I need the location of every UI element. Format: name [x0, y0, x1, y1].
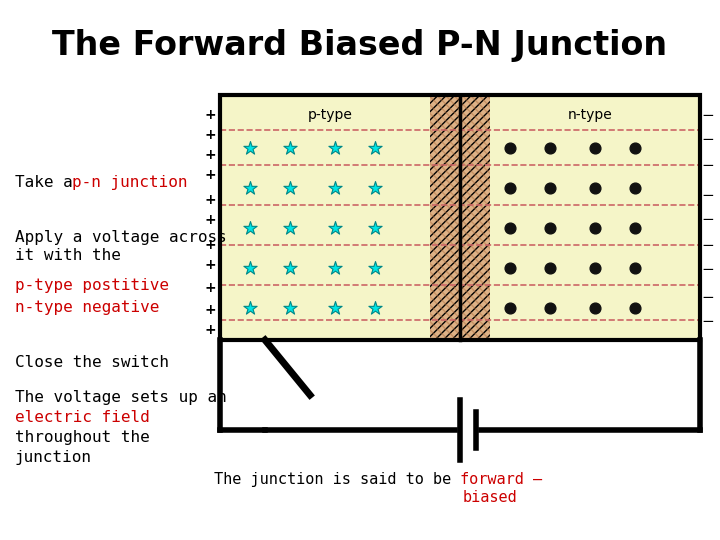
Text: p-type postitive: p-type postitive [15, 278, 169, 293]
Text: The junction is said to be: The junction is said to be [214, 472, 460, 487]
Point [504, 184, 516, 192]
Point [544, 224, 556, 232]
Text: −: − [701, 107, 714, 123]
Point [504, 144, 516, 152]
Text: −: − [701, 158, 714, 172]
Point [284, 264, 296, 272]
Point [544, 184, 556, 192]
Text: +: + [204, 238, 216, 252]
Text: −: − [701, 213, 714, 227]
Point [589, 264, 600, 272]
Point [629, 144, 641, 152]
Point [244, 184, 256, 192]
Bar [470, 95, 700, 340]
Text: forward –: forward – [460, 472, 542, 487]
Text: −: − [701, 291, 714, 306]
Point [244, 144, 256, 152]
Point [329, 264, 341, 272]
Point [544, 144, 556, 152]
Point [284, 184, 296, 192]
Text: p-n junction: p-n junction [72, 175, 187, 190]
Point [284, 224, 296, 232]
Point [329, 144, 341, 152]
Point [329, 303, 341, 312]
Point [589, 144, 600, 152]
Text: −: − [701, 314, 714, 329]
Bar [430, 95, 490, 340]
Point [284, 144, 296, 152]
Text: +: + [204, 281, 216, 295]
Bar [220, 95, 700, 340]
Text: +: + [204, 148, 216, 162]
Point [369, 303, 381, 312]
Point [504, 264, 516, 272]
Point [329, 224, 341, 232]
Point [504, 303, 516, 312]
Text: +: + [204, 128, 216, 142]
Text: p-type: p-type [307, 108, 352, 122]
Text: +: + [204, 258, 216, 272]
Text: biased: biased [463, 490, 518, 505]
Text: −: − [701, 187, 714, 202]
Text: n-type negative: n-type negative [15, 300, 159, 315]
Text: +: + [204, 108, 216, 122]
Point [504, 224, 516, 232]
Text: −: − [701, 132, 714, 147]
Text: Close the switch: Close the switch [15, 355, 169, 370]
Text: The Forward Biased P-N Junction: The Forward Biased P-N Junction [53, 29, 667, 62]
Text: throughout the: throughout the [15, 430, 150, 445]
Point [629, 224, 641, 232]
Point [589, 184, 600, 192]
Point [369, 264, 381, 272]
Point [244, 224, 256, 232]
Text: +: + [204, 193, 216, 207]
Text: The voltage sets up an: The voltage sets up an [15, 390, 227, 405]
Text: −: − [701, 262, 714, 278]
Text: Apply a voltage across: Apply a voltage across [15, 230, 227, 245]
Text: −: − [701, 238, 714, 253]
Point [284, 303, 296, 312]
Text: +: + [204, 323, 216, 337]
Point [369, 224, 381, 232]
Point [329, 184, 341, 192]
Point [629, 184, 641, 192]
Point [244, 303, 256, 312]
Point [589, 303, 600, 312]
Point [629, 303, 641, 312]
Point [544, 264, 556, 272]
Point [369, 144, 381, 152]
Point [244, 264, 256, 272]
Bar [430, 95, 490, 340]
Point [369, 184, 381, 192]
Text: electric field: electric field [15, 410, 150, 425]
Text: +: + [204, 303, 216, 317]
Point [544, 303, 556, 312]
Text: Take a: Take a [15, 175, 82, 190]
Text: +: + [204, 168, 216, 182]
Text: junction: junction [15, 450, 92, 465]
Text: it with the: it with the [15, 248, 121, 263]
Text: n-type: n-type [567, 108, 613, 122]
Point [589, 224, 600, 232]
Bar [220, 95, 470, 340]
Point [629, 264, 641, 272]
Text: +: + [204, 213, 216, 227]
